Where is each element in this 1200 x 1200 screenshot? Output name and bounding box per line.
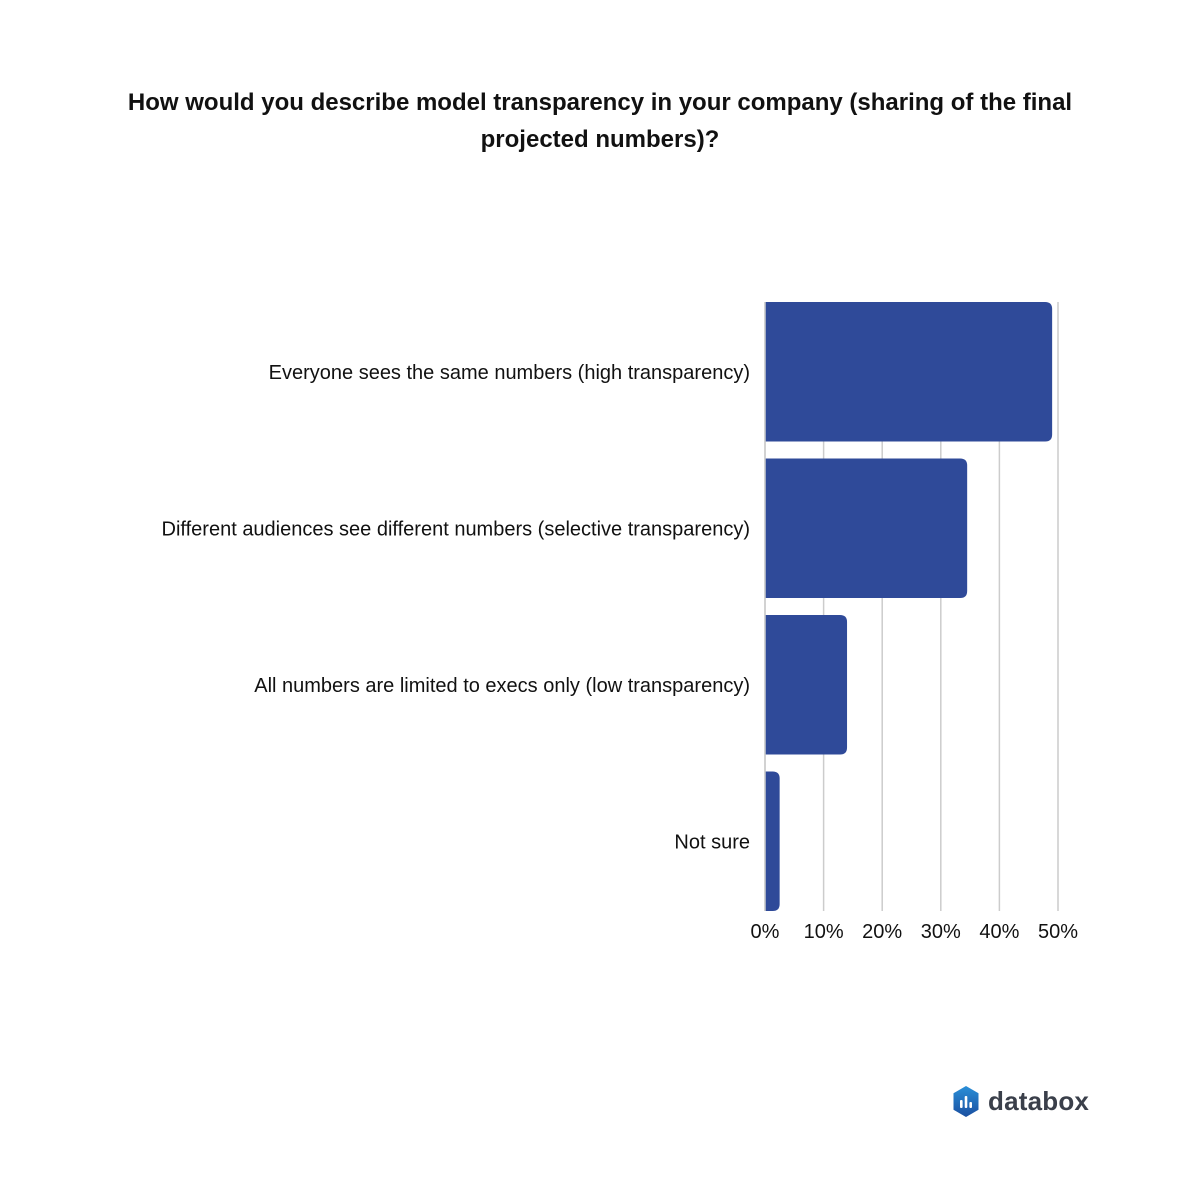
category-label: Everyone sees the same numbers (high tra… <box>269 362 750 384</box>
chart-title: How would you describe model transparenc… <box>127 89 1073 153</box>
bars <box>765 302 1053 911</box>
x-tick-label: 0% <box>751 921 780 943</box>
bar <box>765 458 968 598</box>
x-axis: 0% 10% 20% 30% 40% 50% <box>751 302 1078 943</box>
x-tick-label: 10% <box>804 921 844 943</box>
databox-brand: databox <box>952 1084 1089 1118</box>
x-tick-label: 30% <box>921 921 961 943</box>
bar <box>765 771 780 911</box>
bar <box>765 615 848 755</box>
category-label: Different audiences see different number… <box>162 518 750 540</box>
x-tick-label: 50% <box>1038 921 1078 943</box>
x-tick-label: 40% <box>979 921 1019 943</box>
category-labels: Everyone sees the same numbers (high tra… <box>162 362 750 854</box>
brand-name: databox <box>988 1085 1090 1116</box>
category-label: All numbers are limited to execs only (l… <box>254 675 750 697</box>
category-label: Not sure <box>674 831 750 853</box>
databox-logo-icon <box>953 1085 979 1117</box>
x-tick-label: 20% <box>862 921 902 943</box>
bar <box>765 302 1053 442</box>
